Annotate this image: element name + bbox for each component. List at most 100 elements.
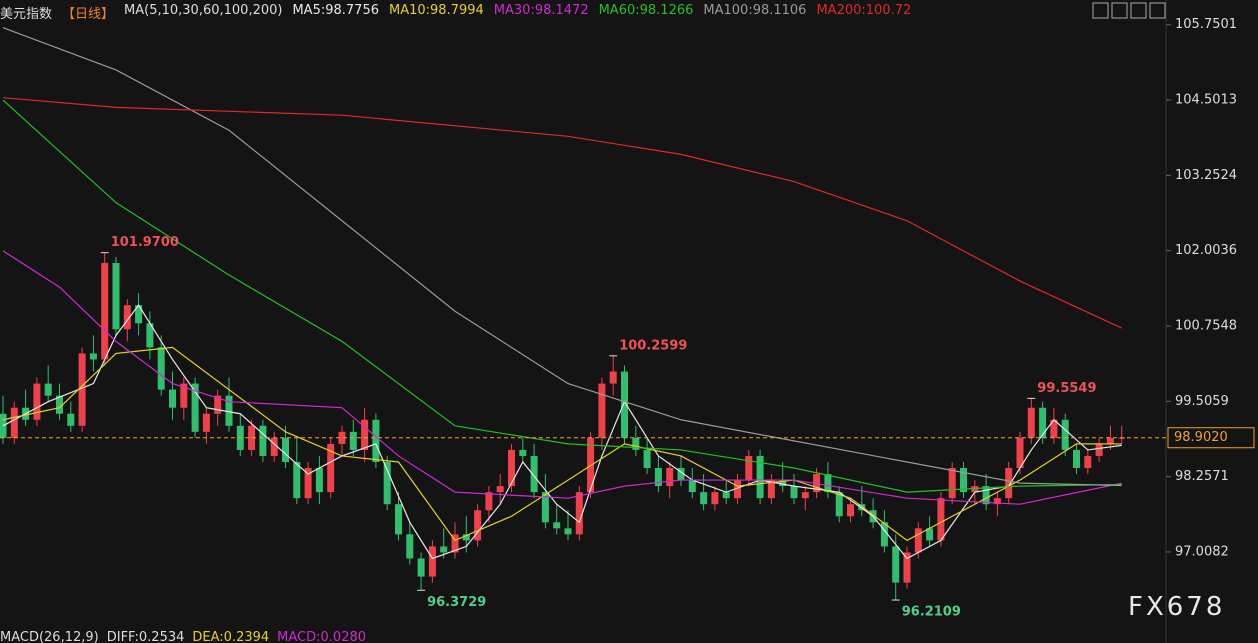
candle-body xyxy=(519,449,527,456)
legend-entry: MA60:98.1266 xyxy=(598,3,694,18)
candle-body xyxy=(722,492,730,499)
candle-body xyxy=(937,498,945,541)
candle-body xyxy=(824,474,832,493)
candle-body xyxy=(78,353,86,426)
candle-body xyxy=(180,383,188,408)
candle-body xyxy=(711,492,719,505)
candle-body xyxy=(767,480,775,499)
candle-body xyxy=(779,480,787,487)
macd-legend: MACD(26,12,9) DIFF:0.2534 DEA:0.2394 MAC… xyxy=(0,630,366,643)
candle-body xyxy=(575,492,583,535)
candle-body xyxy=(734,480,741,499)
y-tick-label: 105.7501 xyxy=(1175,17,1237,32)
candle-body xyxy=(293,461,301,499)
tool-icon[interactable] xyxy=(1149,2,1166,19)
candle-body xyxy=(632,437,640,450)
candle-body xyxy=(892,546,900,583)
candle-body xyxy=(282,437,289,462)
candle-body xyxy=(914,528,922,553)
candle-body xyxy=(903,552,911,583)
candle-body xyxy=(756,455,764,499)
candle-body xyxy=(327,443,335,493)
toolbar[interactable] xyxy=(1092,2,1166,19)
candle-body xyxy=(971,486,979,493)
candle-body xyxy=(474,510,482,541)
period[interactable]: 【日线】 xyxy=(62,7,115,22)
candle-body xyxy=(123,305,131,330)
candle-body xyxy=(530,455,538,493)
y-tick-label: 104.5013 xyxy=(1175,93,1237,108)
candle-body xyxy=(508,449,515,487)
annotation-label: 99.5549 xyxy=(1037,381,1096,396)
candle-body xyxy=(169,389,176,408)
candle-body xyxy=(880,522,888,547)
candle-body xyxy=(101,262,109,360)
candle-body xyxy=(564,528,572,535)
candle-body xyxy=(598,383,606,438)
candle-body xyxy=(1016,437,1024,469)
candle-body xyxy=(259,425,267,456)
title: 美元指数 xyxy=(0,7,53,22)
candle-body xyxy=(485,492,493,511)
candle-body xyxy=(1084,455,1092,469)
candle-body xyxy=(462,534,470,541)
candle-body xyxy=(248,425,256,450)
candle-body xyxy=(89,353,97,360)
candle-body xyxy=(609,371,617,384)
tool-icon[interactable] xyxy=(1130,2,1147,19)
tool-icon[interactable] xyxy=(1111,2,1128,19)
watermark: FX678 xyxy=(1128,592,1226,622)
candle-body xyxy=(67,413,75,426)
ma-line xyxy=(2,27,1122,487)
candle-body xyxy=(202,413,210,432)
candle-body xyxy=(428,546,436,577)
candle-body xyxy=(135,305,143,324)
candle-body xyxy=(191,383,199,432)
candle-body xyxy=(315,468,323,493)
macd-item: DIFF:0.2534 xyxy=(106,630,185,643)
candle-body xyxy=(440,546,448,553)
y-tick-label: 103.2524 xyxy=(1175,168,1237,183)
candle-body xyxy=(700,492,708,505)
candle-body xyxy=(1106,437,1114,444)
candle-body xyxy=(496,486,504,493)
legend-entry: MA10:98.7994 xyxy=(389,3,484,18)
indicator[interactable]: MA(5,10,30,60,100,200) xyxy=(124,3,283,18)
candle-body xyxy=(926,528,934,541)
ma-line xyxy=(2,99,1122,493)
current-price-label: 98.9020 xyxy=(1174,430,1228,445)
ma-line xyxy=(2,304,1122,560)
macd-item: MACD:0.0280 xyxy=(277,630,367,643)
candle-body xyxy=(406,534,414,559)
candle-body xyxy=(451,534,459,553)
candle-body xyxy=(745,455,753,481)
candle-body xyxy=(1095,443,1103,456)
candle-body xyxy=(361,419,369,450)
candle-body xyxy=(157,347,165,390)
candle-body xyxy=(1039,407,1047,438)
candle-body xyxy=(1050,419,1058,438)
macd-item: DEA:0.2394 xyxy=(192,630,270,643)
candle-body xyxy=(1061,419,1069,450)
candle-body xyxy=(847,504,854,517)
ma-line xyxy=(2,346,1122,542)
tool-icon[interactable] xyxy=(1092,2,1109,19)
candle-body xyxy=(270,437,278,456)
legend-entry: MA5:98.7756 xyxy=(292,3,379,18)
candle-body xyxy=(688,480,696,493)
candle-body xyxy=(982,486,990,505)
candle-body xyxy=(56,395,63,414)
candle-body xyxy=(44,383,52,396)
y-tick-label: 97.0082 xyxy=(1175,544,1229,559)
legend-entry: MA200:100.72 xyxy=(816,3,912,18)
candle-body xyxy=(33,383,41,420)
candle-body xyxy=(214,395,222,414)
y-tick-label: 99.5059 xyxy=(1175,394,1229,409)
legend-entry: MA100:98.1106 xyxy=(703,3,807,18)
candle-body xyxy=(112,262,120,330)
y-tick-label: 98.2571 xyxy=(1175,469,1229,484)
candle-body xyxy=(10,407,18,438)
y-tick-label: 102.0036 xyxy=(1175,243,1237,258)
candle-body xyxy=(790,486,798,499)
